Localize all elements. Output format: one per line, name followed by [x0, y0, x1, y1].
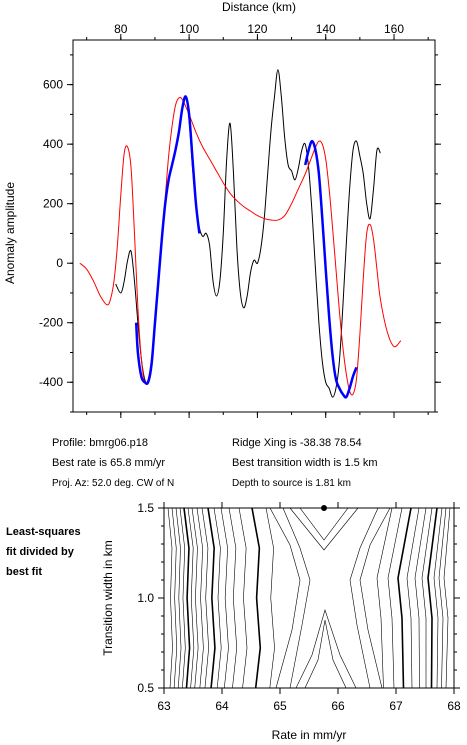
contour-line	[414, 507, 427, 689]
upper-x-tick-label: 120	[247, 22, 267, 36]
contour-line	[183, 507, 191, 689]
contour-line	[238, 507, 248, 689]
upper-y-tick-label: -400	[39, 375, 63, 389]
lower-x-tick-label: 64	[215, 699, 229, 713]
contour-line	[295, 608, 357, 689]
contour-line	[265, 507, 275, 689]
lower-x-axis-title: Rate in mm/yr	[272, 728, 347, 742]
contour-line	[397, 507, 412, 689]
fit-window-line-right	[304, 139, 358, 399]
contour-line	[171, 507, 178, 689]
least-squares-note-line3: best fit	[6, 566, 43, 578]
upper-y-tick-label: 400	[43, 137, 63, 151]
least-squares-note-line1: Least-squares	[6, 526, 81, 538]
projection-azimuth-text: Proj. Az: 52.0 deg. CW of N	[52, 478, 175, 489]
least-squares-note: Least-squares fit divided by best fit	[6, 522, 106, 582]
best-transition-width-text: Best transition width is 1.5 km	[232, 457, 378, 469]
lower-y-tick-label: 0.5	[137, 681, 154, 695]
best-fit-marker	[321, 505, 327, 511]
contour-line	[349, 507, 379, 689]
contour-line	[427, 507, 438, 689]
contour-line	[251, 507, 262, 689]
contour-line	[304, 619, 347, 689]
upper-x-tick-label: 80	[114, 22, 128, 36]
observed-profile-line	[115, 69, 381, 398]
contour-line	[191, 507, 199, 689]
upper-x-tick-label: 100	[179, 22, 199, 36]
contour-line	[269, 507, 301, 689]
lower-x-tick-label: 63	[157, 699, 171, 713]
upper-x-axis-title: Distance (km)	[222, 0, 296, 14]
model-profile-line	[79, 96, 402, 396]
profile-text: Profile: bmrg06.p18	[52, 437, 148, 449]
least-squares-note-line2: fit divided by	[6, 546, 74, 558]
upper-y-tick-label: 200	[43, 197, 63, 211]
contour-line	[282, 507, 311, 689]
contour-line	[201, 507, 209, 689]
contour-line	[207, 507, 216, 689]
upper-series	[79, 69, 402, 399]
contour-line	[443, 507, 451, 689]
contour-line	[289, 507, 359, 551]
lower-x-tick-label: 68	[447, 699, 461, 713]
contour-line	[228, 507, 238, 689]
upper-plot-frame	[72, 39, 436, 413]
upper-x-tick-label: 140	[316, 22, 336, 36]
ridge-crossing-text: Ridge Xing is -38.38 78.54	[232, 437, 362, 449]
depth-to-source-text: Depth to source is 1.81 km	[232, 478, 351, 489]
lower-y-tick-label: 1.0	[137, 591, 154, 605]
contour-line	[406, 507, 420, 689]
contour-line	[213, 507, 222, 689]
contour-line	[196, 507, 204, 689]
contour-line	[187, 507, 195, 689]
lower-y-axis-title: Transition width in km	[101, 540, 115, 656]
contour-line	[376, 507, 393, 689]
upper-ticks: 80 100 120 140 160 -400 -200 0 200 400 600	[39, 22, 441, 418]
contour-line	[179, 507, 186, 689]
lower-plot-frame	[163, 507, 455, 689]
fit-window-line-left	[134, 95, 201, 386]
contour-line	[359, 507, 391, 689]
lower-x-tick-label: 66	[331, 699, 345, 713]
contour-line	[299, 507, 349, 541]
lower-y-tick-label: 1.5	[137, 501, 154, 515]
best-rate-text: Best rate is 65.8 mm/yr	[52, 457, 166, 469]
lower-x-tick-label: 65	[273, 699, 287, 713]
contour-line	[433, 507, 443, 689]
lower-x-tick-label: 67	[389, 699, 403, 713]
contour-line	[220, 507, 229, 689]
contour-line	[167, 507, 173, 689]
lower-contours	[167, 507, 451, 689]
contour-line	[387, 507, 403, 689]
upper-y-axis-title: Anomaly amplitude	[3, 182, 17, 284]
contour-line	[438, 507, 447, 689]
upper-y-tick-label: 0	[56, 256, 63, 270]
upper-y-tick-label: -200	[39, 316, 63, 330]
upper-x-tick-label: 160	[384, 22, 404, 36]
contour-line	[175, 507, 182, 689]
upper-y-tick-label: 600	[43, 78, 63, 92]
contour-line	[421, 507, 433, 688]
